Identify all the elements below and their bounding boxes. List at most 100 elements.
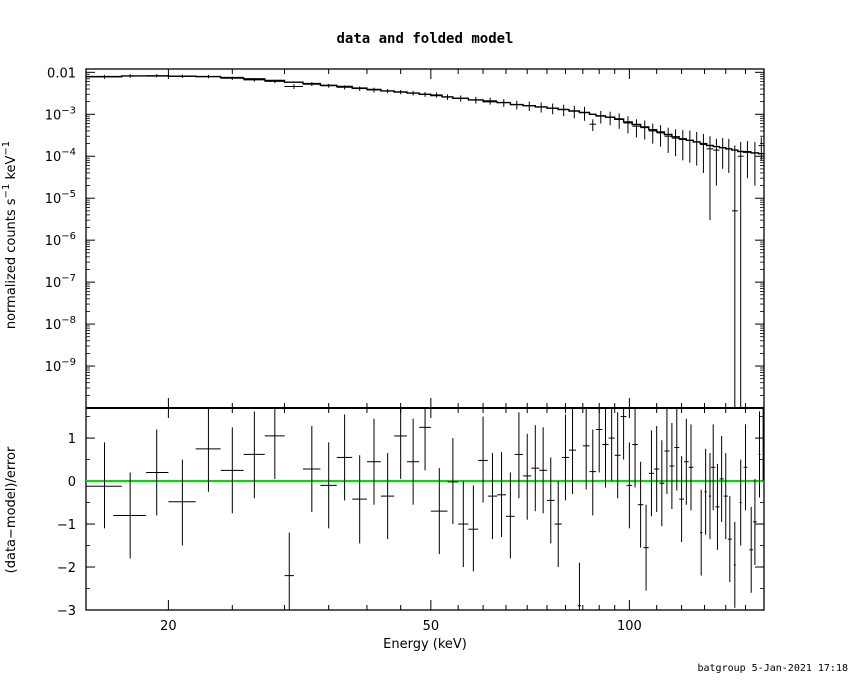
residual-point [659, 440, 665, 527]
residual-point [113, 472, 147, 559]
data-point [336, 85, 353, 90]
data-point [737, 141, 744, 408]
residual-point [762, 408, 764, 482]
residual-point [669, 423, 675, 509]
data-point [546, 103, 559, 115]
y-tick-label: 0 [68, 475, 76, 490]
residual-point [284, 532, 294, 610]
residual-point [380, 453, 395, 540]
data-point [589, 119, 597, 131]
residual-point [546, 457, 555, 544]
data-point [632, 119, 641, 138]
residual-point [614, 412, 621, 499]
residual-point [758, 411, 761, 498]
data-point [693, 131, 701, 166]
data-point [706, 136, 714, 221]
data-point [640, 120, 649, 140]
residual-point [620, 408, 627, 460]
data-point [664, 127, 672, 153]
data-point [468, 96, 484, 104]
data-point [168, 74, 196, 79]
data-point [352, 86, 367, 91]
data-point [596, 110, 606, 124]
residual-point [303, 426, 321, 513]
data-point [719, 138, 726, 169]
x-tick-label: 50 [423, 619, 440, 634]
data-point [419, 91, 431, 97]
top-y-axis-label: normalized counts s−1 keV−1 [1, 141, 19, 329]
data-point [523, 101, 536, 111]
residual-point [514, 412, 524, 499]
residual-point [430, 468, 448, 555]
data-point [558, 104, 570, 117]
residual-point [220, 427, 244, 514]
y-tick-label: 10−5 [45, 189, 76, 207]
y-tick-label: −1 [57, 518, 76, 533]
residual-point [637, 461, 644, 548]
residual-point [264, 408, 285, 479]
data-point [394, 89, 407, 95]
residual-point [733, 521, 736, 608]
residual-point [688, 424, 694, 511]
residual-point [320, 442, 337, 529]
footer-stamp: batgroup 5-Jan-2021 17:18 [697, 663, 848, 674]
data-point [442, 94, 453, 100]
residual-point [168, 459, 196, 546]
data-point [648, 123, 657, 144]
data-point [713, 138, 720, 186]
y-tick-label: 10−7 [45, 273, 76, 291]
data-point [121, 74, 147, 78]
residual-point [419, 408, 431, 471]
data-point [579, 106, 590, 121]
residual-point [394, 408, 407, 479]
y-tick-label: 10−6 [45, 231, 76, 249]
model-step-line [86, 75, 764, 155]
residual-point [589, 429, 597, 516]
data-point [146, 74, 169, 78]
residual-point [708, 453, 712, 540]
residual-point [715, 463, 720, 550]
residual-panel: 20 50 100 1 0 −1 −2 −3 [57, 407, 765, 634]
data-point [380, 89, 395, 94]
x-tick-label: 20 [160, 619, 177, 634]
data-point [303, 82, 321, 87]
residual-point [626, 442, 633, 529]
data-point [284, 84, 304, 90]
residual-point [478, 416, 488, 503]
y-tick-label: −2 [57, 561, 76, 576]
residual-point [711, 424, 716, 511]
residual-point [86, 442, 122, 529]
residual-point [577, 562, 582, 610]
data-point [497, 99, 511, 107]
y-tick-label: 10−4 [45, 147, 76, 165]
data-point [264, 79, 285, 84]
residual-point [561, 414, 570, 501]
residual-point [596, 408, 603, 473]
residual-point [743, 424, 748, 511]
residual-point [195, 408, 221, 492]
data-point [605, 111, 615, 126]
residual-point [608, 408, 615, 482]
residual-point [643, 504, 649, 591]
data-point [220, 76, 244, 80]
chart-title: data and folded model [336, 31, 513, 47]
data-point [452, 95, 469, 102]
residual-point [243, 411, 265, 499]
residual-point [336, 414, 353, 501]
residual-point [458, 481, 469, 568]
data-point [366, 87, 381, 93]
residual-point [554, 481, 562, 568]
data-point [731, 145, 738, 408]
data-point [679, 130, 687, 161]
residual-point [487, 453, 498, 540]
y-tick-label: −3 [57, 604, 76, 619]
spectrum-panel: 0.01 10−3 10−4 10−5 10−6 10−7 10−8 10−9 [45, 66, 765, 409]
residual-point [146, 429, 169, 516]
residual-point [569, 408, 577, 494]
data-point [195, 74, 221, 79]
data-point [671, 129, 680, 157]
residual-point [352, 455, 367, 544]
y-tick-label: 0.01 [47, 66, 76, 81]
data-point [656, 125, 665, 147]
